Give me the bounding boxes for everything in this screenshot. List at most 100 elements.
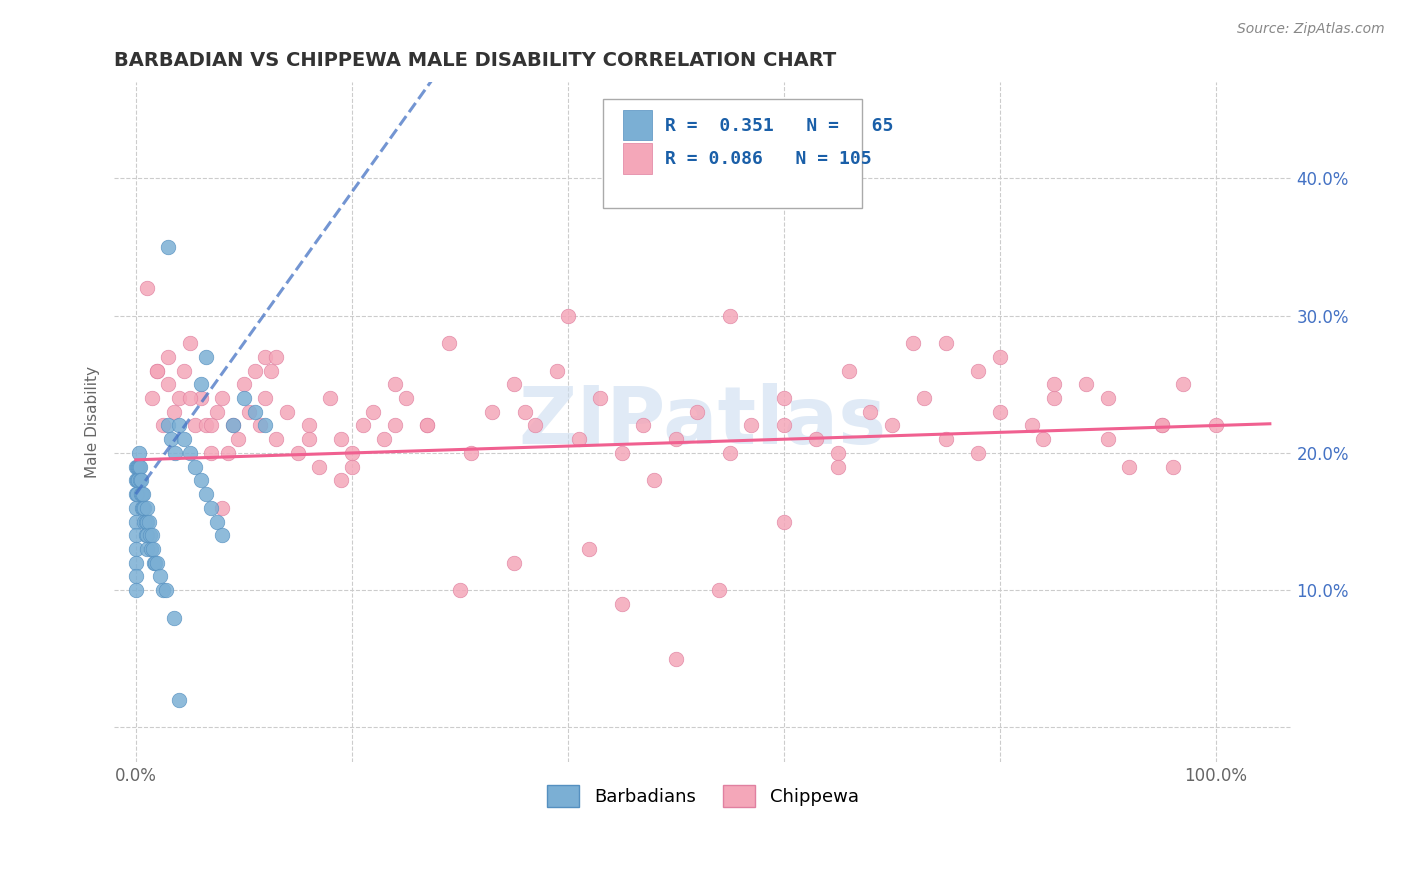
Point — [260, 363, 283, 377]
Point — [1043, 377, 1066, 392]
Point — [1150, 418, 1173, 433]
Point — [146, 556, 169, 570]
Point — [179, 391, 201, 405]
Point — [125, 569, 148, 583]
Point — [481, 405, 503, 419]
Point — [665, 432, 688, 446]
Point — [254, 418, 277, 433]
Point — [502, 377, 524, 392]
Point — [449, 583, 471, 598]
Point — [200, 500, 222, 515]
Point — [363, 405, 385, 419]
Point — [125, 487, 148, 501]
Point — [167, 693, 190, 707]
Point — [416, 418, 439, 433]
Point — [967, 363, 990, 377]
Text: Source: ZipAtlas.com: Source: ZipAtlas.com — [1237, 22, 1385, 37]
Point — [772, 515, 794, 529]
Y-axis label: Male Disability: Male Disability — [86, 366, 100, 478]
Point — [352, 418, 374, 433]
Point — [707, 583, 730, 598]
Point — [686, 405, 709, 419]
Point — [146, 363, 169, 377]
Point — [1032, 432, 1054, 446]
Point — [125, 556, 148, 570]
Point — [437, 336, 460, 351]
Point — [243, 363, 266, 377]
Point — [190, 391, 212, 405]
Point — [167, 391, 190, 405]
Point — [125, 459, 148, 474]
Point — [135, 528, 157, 542]
Bar — [623, 110, 652, 140]
Point — [184, 459, 207, 474]
Point — [190, 377, 212, 392]
Point — [772, 391, 794, 405]
Point — [125, 528, 148, 542]
Point — [319, 391, 342, 405]
Point — [211, 528, 233, 542]
Point — [1173, 377, 1195, 392]
Point — [157, 240, 180, 254]
Point — [125, 474, 148, 488]
Point — [157, 377, 180, 392]
Point — [125, 459, 148, 474]
Point — [513, 405, 536, 419]
Point — [384, 377, 406, 392]
Legend: Barbadians, Chippewa: Barbadians, Chippewa — [540, 778, 866, 814]
Point — [125, 583, 148, 598]
Point — [524, 418, 547, 433]
Point — [935, 432, 957, 446]
Point — [633, 418, 655, 433]
Point — [912, 391, 935, 405]
Point — [132, 500, 155, 515]
Point — [340, 459, 363, 474]
Point — [157, 418, 180, 433]
Text: R =  0.351   N =   65: R = 0.351 N = 65 — [665, 117, 894, 135]
Point — [264, 350, 287, 364]
Point — [134, 528, 156, 542]
Point — [806, 432, 828, 446]
Point — [859, 405, 882, 419]
Point — [264, 432, 287, 446]
Point — [643, 474, 665, 488]
Point — [152, 418, 174, 433]
Point — [232, 377, 254, 392]
Point — [249, 418, 271, 433]
Point — [132, 487, 155, 501]
Point — [276, 405, 298, 419]
Point — [330, 432, 353, 446]
Point — [152, 583, 174, 598]
Point — [141, 528, 163, 542]
Point — [129, 459, 152, 474]
Point — [243, 405, 266, 419]
Point — [827, 459, 849, 474]
Point — [395, 391, 418, 405]
Point — [135, 281, 157, 295]
Point — [129, 474, 152, 488]
Point — [127, 459, 149, 474]
Point — [578, 541, 600, 556]
Point — [502, 556, 524, 570]
Point — [1076, 377, 1098, 392]
Point — [146, 363, 169, 377]
Point — [195, 418, 218, 433]
Point — [127, 474, 149, 488]
Point — [718, 446, 741, 460]
Point — [205, 405, 228, 419]
Point — [827, 446, 849, 460]
Point — [228, 432, 250, 446]
Point — [287, 446, 309, 460]
Point — [195, 350, 218, 364]
Point — [131, 500, 153, 515]
Point — [135, 500, 157, 515]
Point — [935, 336, 957, 351]
Point — [254, 350, 277, 364]
Point — [184, 418, 207, 433]
Point — [160, 432, 183, 446]
Point — [125, 500, 148, 515]
Point — [179, 446, 201, 460]
Point — [297, 432, 319, 446]
Point — [1150, 418, 1173, 433]
Point — [162, 610, 184, 624]
